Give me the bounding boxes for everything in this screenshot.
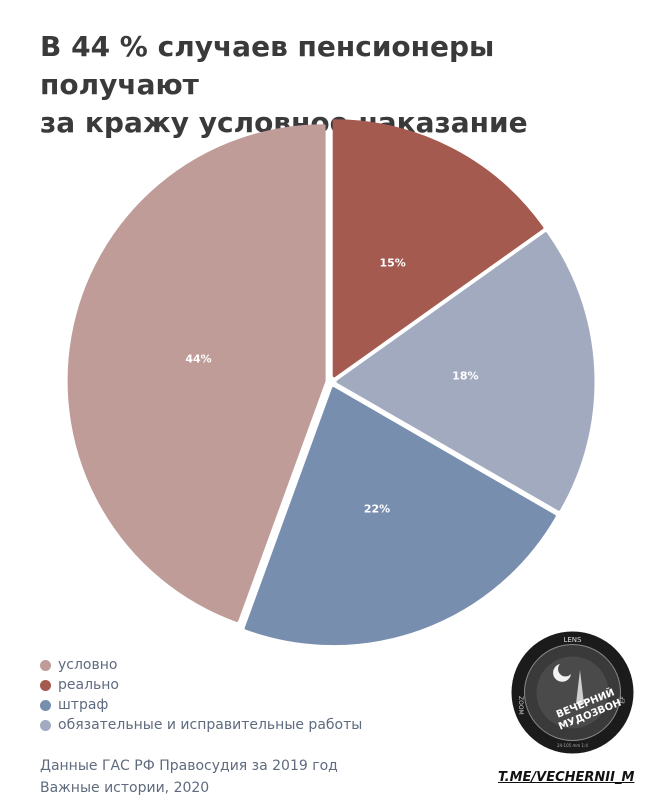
logo-text-left: ZOOM xyxy=(517,696,524,715)
legend-swatch xyxy=(40,659,51,671)
legend-swatch xyxy=(40,699,51,711)
logo-text-top: LENS xyxy=(563,636,582,644)
pie-slice-label: 22% xyxy=(364,502,390,515)
pie-slice xyxy=(336,232,595,511)
legend-label: условно xyxy=(58,657,118,673)
legend-label: штраф xyxy=(58,697,109,713)
tower-icon xyxy=(576,670,584,704)
pie-chart: 15% 18% 22% 44% xyxy=(67,119,595,646)
legend-label: обязательные и исправительные работы xyxy=(58,717,363,733)
source-line-2: Важные истории, 2020 xyxy=(40,780,210,796)
legend: условно реально штраф обязательные и исп… xyxy=(40,655,362,735)
legend-swatch xyxy=(40,679,51,691)
legend-item-realno: реально xyxy=(40,675,362,695)
pie-slice xyxy=(244,387,556,646)
legend-label: реально xyxy=(58,677,119,693)
vecherniy-mudozvon-logo: LENS ZOOM EF ВЕЧЕРНИЙ МУДОЗВОН 24-105 mm… xyxy=(511,631,634,754)
legend-item-uslovno: условно xyxy=(40,655,362,675)
pie-slice xyxy=(332,119,544,378)
logo-small-text: 24-105 mm 1:4 xyxy=(557,743,588,748)
chart-title-line-1: В 44 % случаев пенсионеры получают xyxy=(40,30,495,101)
pie-slice-label: 15% xyxy=(379,256,405,269)
pie-slice-label: 18% xyxy=(452,370,478,383)
legend-swatch xyxy=(40,719,51,731)
pie-slice-label: 44% xyxy=(185,353,211,366)
moon-icon xyxy=(553,664,571,682)
source-note: Данные ГАС РФ Правосудия за 2019 год Важ… xyxy=(40,755,338,799)
logo-text-right: EF xyxy=(619,695,627,704)
chart-title: В 44 % случаев пенсионеры получают за кр… xyxy=(40,28,640,142)
legend-item-raboty: обязательные и исправительные работы xyxy=(40,715,362,735)
source-line-1: Данные ГАС РФ Правосудия за 2019 год xyxy=(40,758,338,774)
channel-handle[interactable]: T.ME/VECHERNII_M xyxy=(498,770,635,785)
pie-slice xyxy=(67,124,326,622)
legend-item-shtraf: штраф xyxy=(40,695,362,715)
